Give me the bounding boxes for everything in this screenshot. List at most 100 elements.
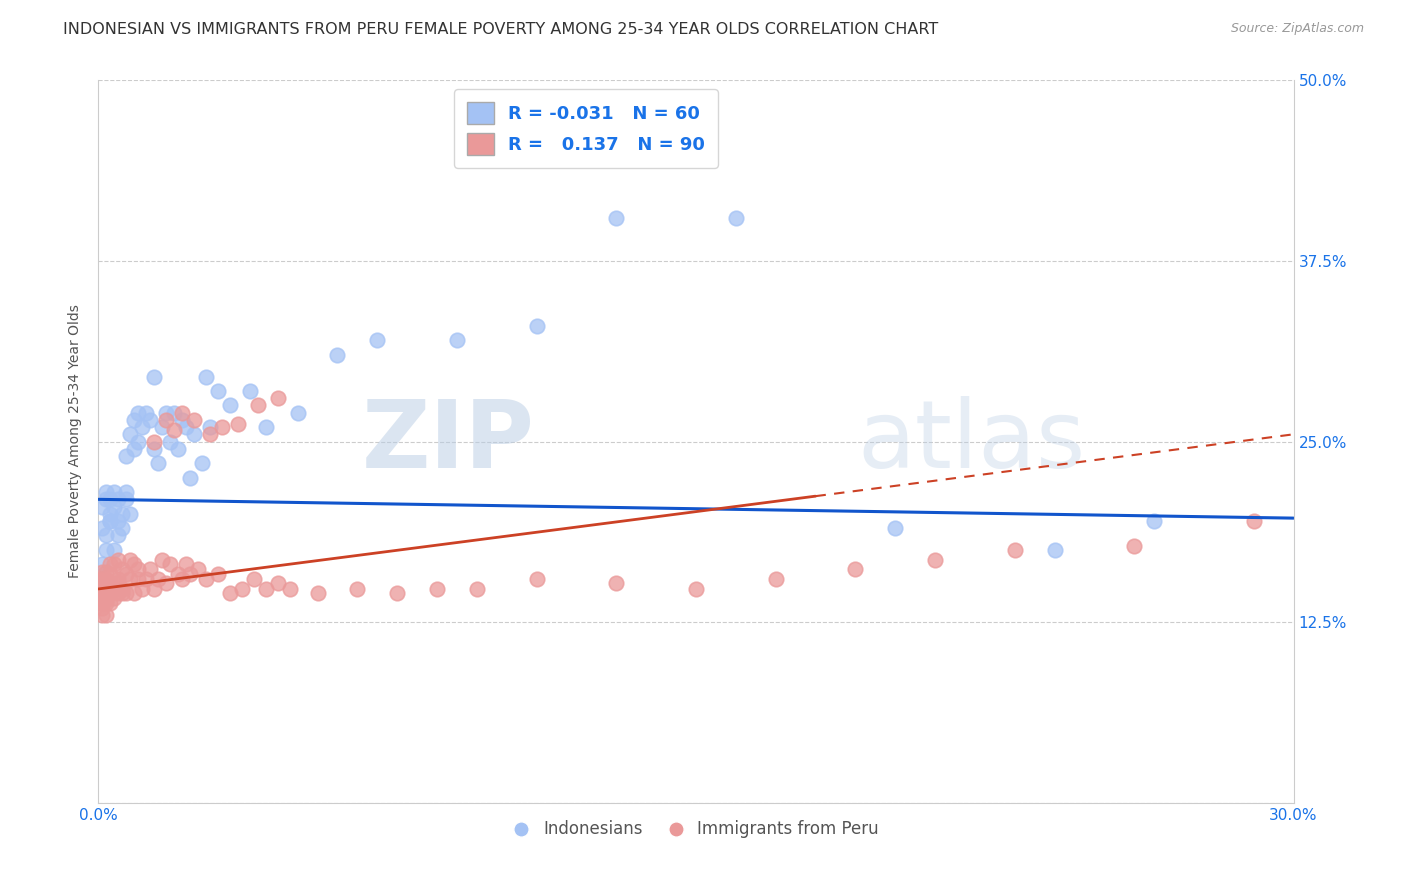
- Point: [195, 369, 218, 384]
- Point: [107, 586, 129, 600]
- Point: [131, 582, 153, 596]
- Point: [98, 558, 122, 572]
- Point: [115, 492, 138, 507]
- Point: [91, 607, 114, 622]
- Point: [91, 591, 114, 605]
- Point: [1043, 542, 1066, 557]
- Point: [159, 558, 181, 572]
- Point: [91, 579, 114, 593]
- Point: [91, 596, 114, 610]
- Point: [96, 572, 118, 586]
- Point: [198, 427, 221, 442]
- Point: [143, 582, 166, 596]
- Point: [96, 582, 118, 596]
- Point: [96, 565, 118, 579]
- Point: [96, 485, 118, 500]
- Point: [526, 318, 548, 333]
- Point: [103, 500, 125, 514]
- Point: [135, 406, 157, 420]
- Point: [179, 470, 201, 484]
- Point: [195, 572, 218, 586]
- Point: [107, 528, 129, 542]
- Point: [91, 600, 114, 615]
- Point: [163, 406, 186, 420]
- Point: [307, 586, 329, 600]
- Point: [91, 572, 114, 586]
- Point: [191, 456, 214, 470]
- Y-axis label: Female Poverty Among 25-34 Year Olds: Female Poverty Among 25-34 Year Olds: [69, 304, 83, 579]
- Text: INDONESIAN VS IMMIGRANTS FROM PERU FEMALE POVERTY AMONG 25-34 YEAR OLDS CORRELAT: INDONESIAN VS IMMIGRANTS FROM PERU FEMAL…: [63, 22, 939, 37]
- Point: [239, 384, 262, 398]
- Point: [91, 582, 114, 596]
- Point: [143, 369, 166, 384]
- Point: [115, 485, 138, 500]
- Point: [198, 420, 221, 434]
- Point: [183, 413, 205, 427]
- Point: [96, 593, 118, 607]
- Point: [111, 586, 134, 600]
- Point: [254, 420, 277, 434]
- Point: [172, 406, 194, 420]
- Point: [366, 334, 388, 348]
- Point: [148, 456, 170, 470]
- Point: [267, 576, 290, 591]
- Point: [226, 417, 249, 432]
- Point: [103, 485, 125, 500]
- Point: [107, 492, 129, 507]
- Point: [174, 420, 197, 434]
- Point: [91, 586, 114, 600]
- Point: [91, 558, 114, 572]
- Point: [103, 558, 125, 572]
- Point: [98, 576, 122, 591]
- Point: [163, 423, 186, 437]
- Text: Source: ZipAtlas.com: Source: ZipAtlas.com: [1230, 22, 1364, 36]
- Point: [103, 591, 125, 605]
- Point: [143, 434, 166, 449]
- Point: [115, 586, 138, 600]
- Point: [1004, 542, 1026, 557]
- Point: [385, 586, 409, 600]
- Point: [98, 582, 122, 596]
- Point: [155, 576, 177, 591]
- Point: [111, 521, 134, 535]
- Point: [1123, 539, 1146, 553]
- Point: [139, 413, 162, 427]
- Point: [96, 579, 118, 593]
- Point: [765, 572, 787, 586]
- Point: [605, 576, 627, 591]
- Point: [207, 384, 229, 398]
- Point: [167, 442, 190, 456]
- Point: [148, 572, 170, 586]
- Point: [127, 406, 149, 420]
- Point: [124, 586, 146, 600]
- Point: [287, 406, 309, 420]
- Point: [127, 562, 149, 576]
- Point: [1243, 514, 1265, 528]
- Point: [1143, 514, 1166, 528]
- Point: [103, 576, 125, 591]
- Point: [127, 434, 149, 449]
- Text: ZIP: ZIP: [361, 395, 534, 488]
- Point: [179, 567, 201, 582]
- Point: [115, 449, 138, 463]
- Point: [96, 492, 118, 507]
- Point: [127, 572, 149, 586]
- Point: [98, 492, 122, 507]
- Point: [124, 442, 146, 456]
- Point: [115, 567, 138, 582]
- Point: [91, 593, 114, 607]
- Point: [107, 572, 129, 586]
- Point: [605, 211, 627, 225]
- Point: [120, 572, 142, 586]
- Point: [98, 596, 122, 610]
- Point: [135, 572, 157, 586]
- Point: [96, 528, 118, 542]
- Point: [924, 553, 946, 567]
- Point: [231, 582, 253, 596]
- Point: [219, 586, 242, 600]
- Point: [211, 420, 233, 434]
- Point: [131, 420, 153, 434]
- Point: [446, 334, 468, 348]
- Point: [167, 567, 190, 582]
- Point: [844, 562, 866, 576]
